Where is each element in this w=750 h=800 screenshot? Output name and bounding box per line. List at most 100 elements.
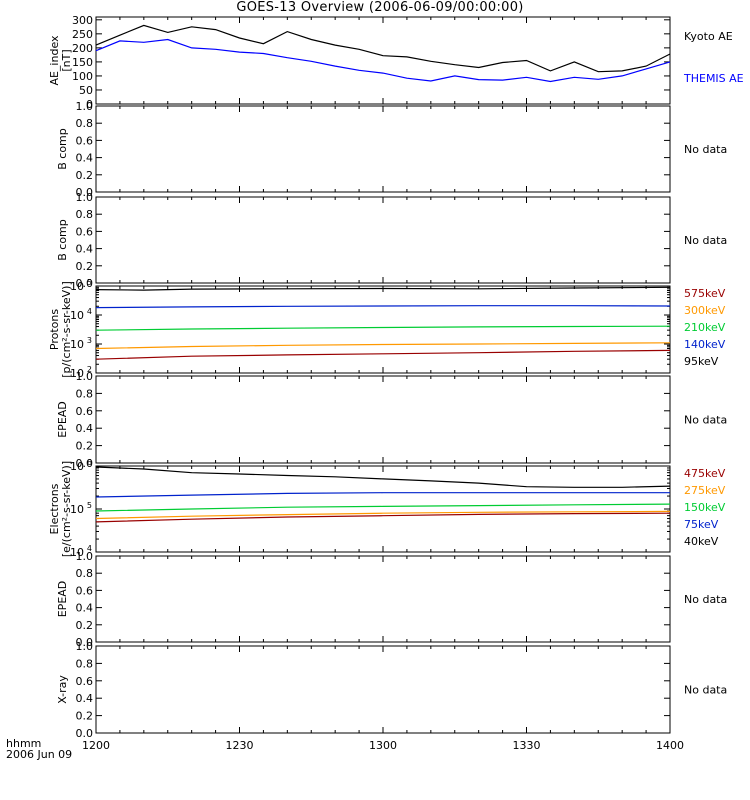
panel-6-ytick-label: 0.2 bbox=[76, 619, 94, 632]
panel-3-series-2 bbox=[95, 325, 671, 331]
panel-5-ytick-label: 10 bbox=[70, 546, 84, 559]
panel-0-series-1 bbox=[95, 38, 671, 83]
panel-1-no-data: No data bbox=[684, 143, 727, 156]
panel-6-ytick-label: 0.0 bbox=[76, 636, 94, 649]
panel-1-ytick-label: 0.2 bbox=[76, 169, 94, 182]
panel-5-ytick-label: 10 bbox=[70, 460, 84, 473]
panel-0-series-0 bbox=[95, 24, 671, 73]
x-tick-label: 1300 bbox=[369, 739, 397, 752]
panel-7-ytick-label: 0.6 bbox=[76, 675, 94, 688]
panel-0-ylabel: [nT] bbox=[60, 49, 73, 71]
panel-2-ytick-label: 0.0 bbox=[76, 277, 94, 290]
panel-7-ytick-label: 0.0 bbox=[76, 727, 94, 740]
panel-6-ytick-label: 1.0 bbox=[76, 550, 94, 563]
panel-7-ytick-label: 0.8 bbox=[76, 657, 94, 670]
panel-0-ytick-label: 150 bbox=[72, 56, 93, 69]
panel-2-no-data: No data bbox=[684, 234, 727, 247]
x-tick-label: 1330 bbox=[513, 739, 541, 752]
panel-5-ytick-exp: 6 bbox=[87, 458, 92, 467]
panel-3-legend-0: 575keV bbox=[684, 287, 726, 300]
panel-4-ytick-label: 0.2 bbox=[76, 440, 94, 453]
footer-date: 2006 Jun 09 bbox=[6, 748, 73, 761]
panel-1-ylabel: B comp bbox=[56, 128, 69, 170]
panel-4-no-data: No data bbox=[684, 414, 727, 427]
panel-6-frame bbox=[95, 555, 671, 643]
panel-3-series-1 bbox=[95, 342, 671, 350]
panel-1-frame bbox=[95, 105, 671, 193]
panel-3-ylabel: [p/(cm²-s-sr-keV)] bbox=[60, 281, 73, 378]
panel-3-ytick-label: 10 bbox=[70, 309, 84, 322]
panel-4-frame bbox=[95, 375, 671, 464]
panel-6-ytick-label: 0.6 bbox=[76, 584, 94, 597]
panel-7-no-data: No data bbox=[684, 684, 727, 697]
panel-5-ytick-exp: 5 bbox=[87, 501, 92, 510]
panel-3-ytick-exp: 2 bbox=[87, 365, 92, 374]
panel-0-ylabel: AE_index bbox=[48, 35, 61, 86]
panel-7-ytick-label: 1.0 bbox=[76, 640, 94, 653]
panel-5-legend-2: 150keV bbox=[684, 501, 726, 514]
panel-7-ylabel: X-ray bbox=[56, 675, 69, 704]
panel-7-frame bbox=[95, 645, 671, 734]
panel-5-legend-1: 275keV bbox=[684, 484, 726, 497]
panel-0-ytick-label: 250 bbox=[72, 28, 93, 41]
panel-7-ytick-label: 0.2 bbox=[76, 710, 94, 723]
panel-5-series-3 bbox=[95, 492, 670, 498]
panel-5-series-1 bbox=[95, 510, 671, 520]
panel-3-ytick-exp: 4 bbox=[87, 307, 92, 316]
panel-3-ylabel: Protons bbox=[48, 309, 61, 350]
panel-3-ytick-label: 10 bbox=[70, 280, 84, 293]
panel-2-ylabel: B comp bbox=[56, 219, 69, 261]
panel-4-ytick-label: 0.4 bbox=[76, 422, 94, 435]
panel-5-legend-4: 40keV bbox=[684, 535, 719, 548]
panel-5-legend-3: 75keV bbox=[684, 518, 719, 531]
panel-3-legend-2: 210keV bbox=[684, 321, 726, 334]
panel-1-ytick-label: 0.0 bbox=[76, 186, 94, 199]
legend-themis-ae: THEMIS AE bbox=[683, 72, 744, 85]
panel-3-series-4 bbox=[95, 286, 671, 291]
panel-4-ytick-label: 0.8 bbox=[76, 387, 94, 400]
panel-2-ytick-label: 0.8 bbox=[76, 208, 94, 221]
panel-1-ytick-label: 0.8 bbox=[76, 117, 94, 130]
panel-4-ytick-label: 0.0 bbox=[76, 457, 94, 470]
panel-5-series-4 bbox=[95, 466, 671, 488]
panel-2-frame bbox=[95, 196, 671, 284]
panel-5-series-0 bbox=[95, 512, 671, 523]
panel-5-series-2 bbox=[95, 503, 671, 512]
panel-0-ytick-label: 0 bbox=[86, 98, 93, 111]
panel-5-ylabel: [e/(cm²-s-sr-keV)] bbox=[60, 461, 73, 557]
panel-6-ytick-label: 0.4 bbox=[76, 602, 94, 615]
panel-5-ylabel: Electrons bbox=[48, 483, 61, 534]
panel-3-series-3 bbox=[95, 305, 671, 309]
panel-3-legend-1: 300keV bbox=[684, 304, 726, 317]
panel-1-ytick-label: 0.6 bbox=[76, 134, 94, 147]
panel-3-legend-4: 95keV bbox=[684, 355, 719, 368]
footer-hhmm: hhmm bbox=[6, 737, 42, 750]
panel-3-ytick-label: 10 bbox=[70, 367, 84, 380]
panel-0-ytick-label: 200 bbox=[72, 42, 93, 55]
legend-kyoto-ae: Kyoto AE bbox=[684, 30, 733, 43]
panel-1-ytick-label: 1.0 bbox=[76, 100, 94, 113]
panel-0-ytick-label: 50 bbox=[79, 84, 93, 97]
panel-4-ytick-label: 0.6 bbox=[76, 405, 94, 418]
panel-6-no-data: No data bbox=[684, 593, 727, 606]
panel-5-ytick-label: 10 bbox=[70, 503, 84, 516]
x-tick-label: 1200 bbox=[82, 739, 110, 752]
panel-5-ytick-exp: 4 bbox=[87, 544, 92, 553]
panel-5-legend-0: 475keV bbox=[684, 467, 726, 480]
panel-0-ytick-label: 300 bbox=[72, 14, 93, 27]
panel-2-ytick-label: 1.0 bbox=[76, 191, 94, 204]
panel-0-frame bbox=[95, 16, 671, 105]
x-tick-label: 1400 bbox=[656, 739, 684, 752]
panel-3-ytick-label: 10 bbox=[70, 338, 84, 351]
panel-7-ytick-label: 0.4 bbox=[76, 692, 94, 705]
panel-2-ytick-label: 0.6 bbox=[76, 225, 94, 238]
panel-2-ytick-label: 0.2 bbox=[76, 260, 94, 273]
panel-1-ytick-label: 0.4 bbox=[76, 152, 94, 165]
panel-4-ylabel: EPEAD bbox=[56, 401, 69, 438]
panel-3-legend-3: 140keV bbox=[684, 338, 726, 351]
x-tick-label: 1230 bbox=[226, 739, 254, 752]
panel-0-ytick-label: 100 bbox=[72, 70, 93, 83]
panel-4-ytick-label: 1.0 bbox=[76, 370, 94, 383]
figure-title: GOES-13 Overview (2006-06-09/00:00:00) bbox=[236, 0, 524, 15]
